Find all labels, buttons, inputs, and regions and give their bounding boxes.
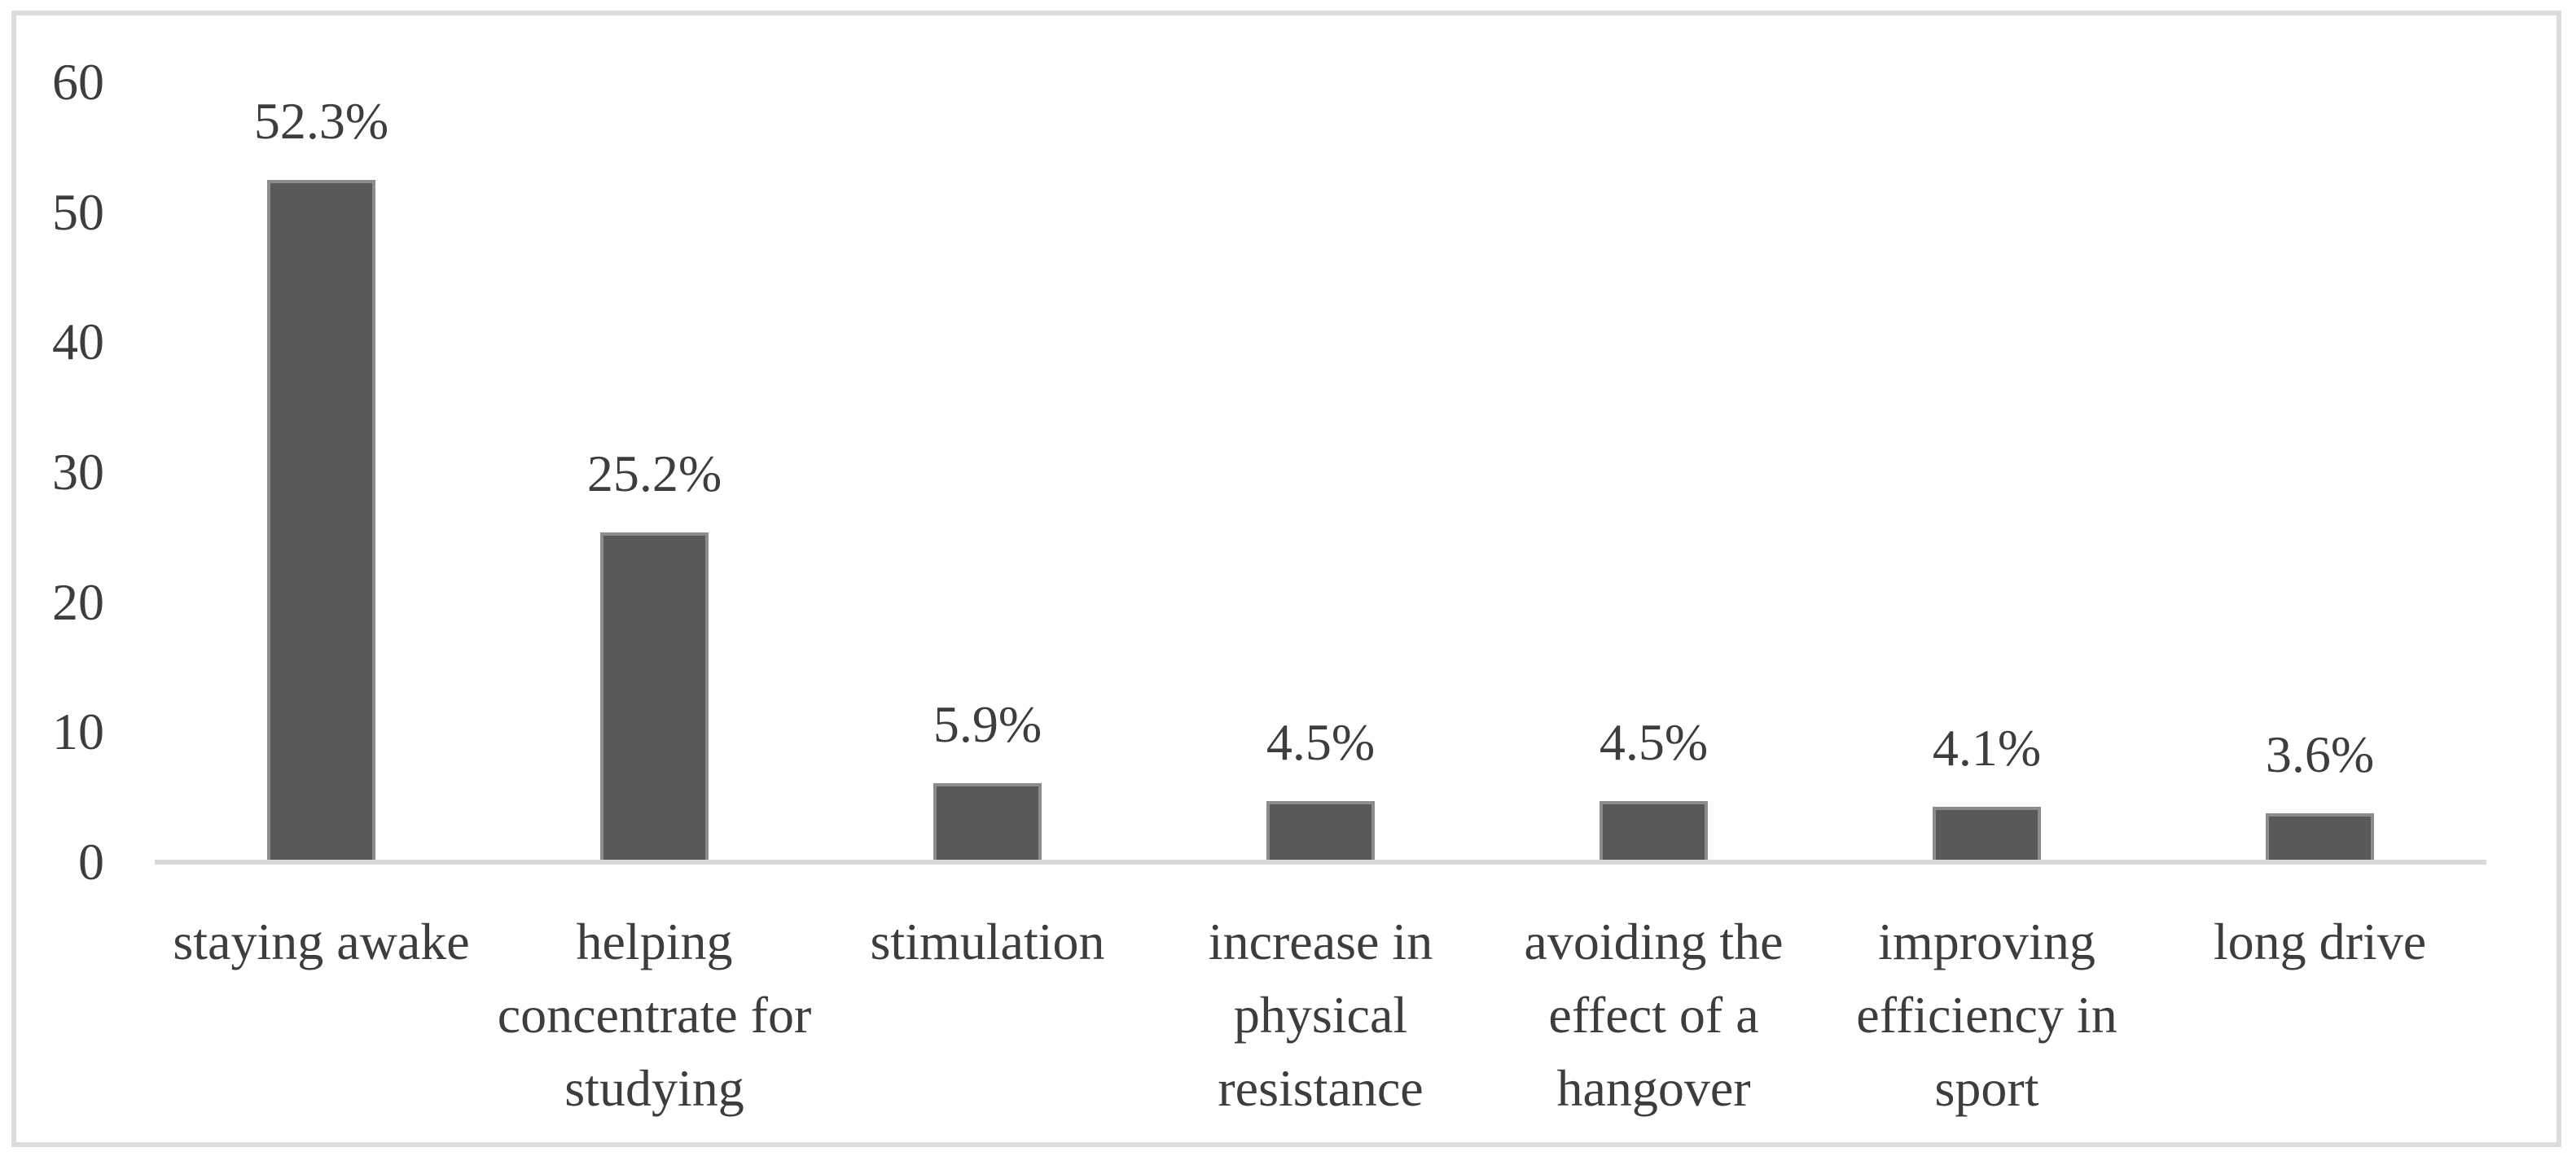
- bar: [1600, 801, 1708, 860]
- bar: [1933, 807, 2041, 860]
- bar: [267, 180, 375, 860]
- bar-value-label: 5.9%: [933, 695, 1042, 753]
- x-axis-line: [155, 860, 2486, 865]
- bar-value-label: 52.3%: [253, 92, 389, 150]
- y-tick-label: 10: [52, 703, 104, 761]
- bar: [2266, 813, 2374, 860]
- bar: [933, 783, 1042, 860]
- y-tick-label: 0: [78, 833, 104, 891]
- y-tick-label: 60: [52, 53, 104, 111]
- bar-value-label: 4.5%: [1599, 713, 1709, 771]
- category-label: staying awake: [173, 913, 470, 970]
- category-label: helping concentrate for studying: [497, 913, 812, 1117]
- category-label: long drive: [2213, 913, 2427, 970]
- figure-border: [11, 11, 2561, 1147]
- category-label: increase in physical resistance: [1208, 913, 1433, 1117]
- bar-value-label: 4.1%: [1932, 719, 2042, 777]
- y-tick-label: 40: [52, 313, 104, 371]
- category-label: stimulation: [870, 913, 1105, 970]
- y-tick-label: 50: [52, 182, 104, 241]
- bar-value-label: 4.5%: [1266, 713, 1376, 771]
- bar-value-label: 3.6%: [2265, 725, 2375, 783]
- y-tick-label: 20: [52, 572, 104, 631]
- bar-value-label: 25.2%: [586, 445, 722, 502]
- category-label: avoiding the effect of a hangover: [1524, 913, 1784, 1117]
- bar: [1266, 801, 1375, 860]
- bar: [600, 532, 709, 860]
- category-label: improving efficiency in sport: [1856, 913, 2117, 1117]
- y-tick-label: 30: [52, 443, 104, 501]
